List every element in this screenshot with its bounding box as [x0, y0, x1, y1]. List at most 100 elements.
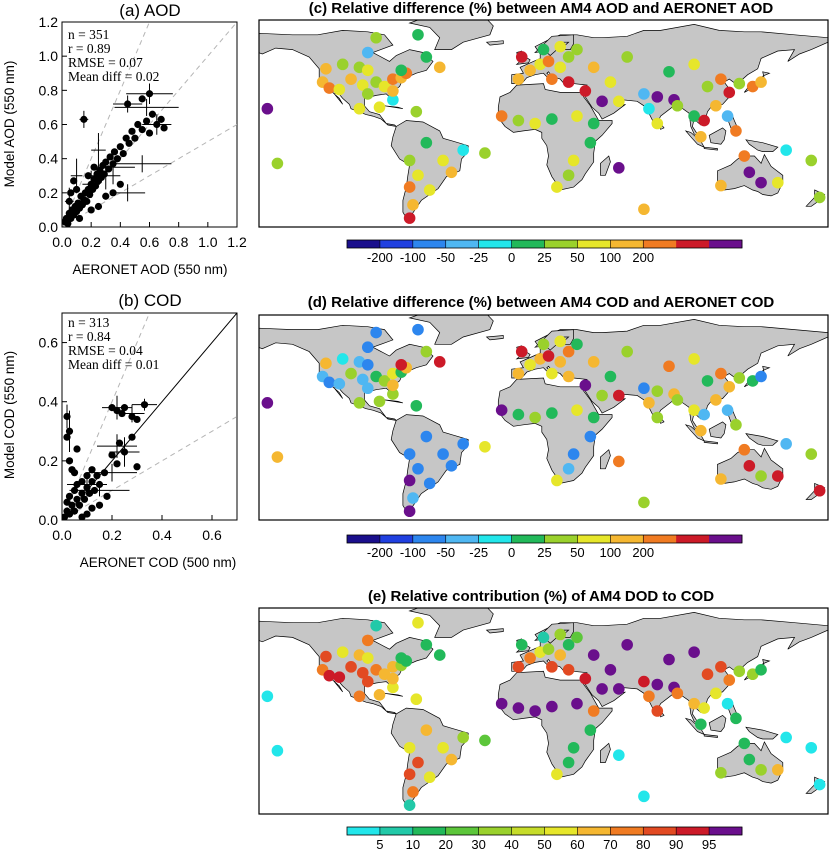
- scatter-point: [65, 457, 74, 465]
- colorbar-label: 95: [702, 837, 716, 850]
- station-marker: [730, 125, 742, 137]
- station-marker: [546, 367, 558, 380]
- station-marker: [373, 395, 386, 408]
- station-marker: [361, 382, 374, 395]
- landmass-africa: [497, 670, 613, 778]
- colorbar-label: 50: [537, 837, 551, 850]
- station-marker: [638, 790, 650, 803]
- landmass-madagascar: [600, 155, 611, 176]
- scatter-point: [65, 492, 74, 500]
- station-marker: [387, 85, 399, 97]
- station-marker: [738, 737, 751, 750]
- y-tick-label: 0.6: [39, 117, 59, 133]
- panel-b-cod-scatter: (b) COD n = 313 r = 0.84 RMSE = 0.04 Mea…: [2, 291, 238, 570]
- station-marker: [805, 154, 818, 167]
- station-marker: [420, 430, 433, 443]
- x-tick-label: 0.6: [140, 234, 160, 250]
- colorbar-swatch: [379, 240, 414, 248]
- y-tick-label: 0.0: [39, 512, 59, 528]
- station-marker: [733, 665, 746, 678]
- scatter-point: [88, 504, 96, 512]
- station-marker: [479, 734, 491, 747]
- station-marker: [688, 58, 700, 71]
- colorbar-swatch: [445, 827, 480, 835]
- colorbar-swatch: [478, 240, 512, 248]
- station-marker: [663, 360, 675, 373]
- map-frame: [258, 19, 829, 228]
- station-marker: [638, 496, 650, 509]
- panel-b-plot-area: [62, 313, 237, 520]
- station-marker: [387, 388, 399, 400]
- y-tick-label: 0.6: [39, 335, 59, 351]
- station-marker: [554, 335, 567, 348]
- panel-c-colorbar: -200 -100 -50 -25 0 25 50 100 200: [346, 239, 743, 265]
- colorbar-label: -50: [436, 250, 455, 265]
- station-marker: [813, 191, 826, 204]
- scatter-point: [70, 177, 78, 185]
- station-marker: [698, 114, 710, 127]
- station-marker: [512, 661, 525, 673]
- scatter-point: [110, 148, 119, 156]
- colorbar-label: -200: [367, 545, 393, 560]
- station-marker: [546, 407, 558, 419]
- station-marker: [755, 764, 767, 776]
- scatter-point: [83, 483, 91, 492]
- station-marker: [320, 650, 332, 663]
- station-marker: [743, 753, 756, 766]
- station-marker: [571, 631, 583, 644]
- station-marker: [554, 628, 567, 641]
- colorbar-label: 60: [570, 837, 584, 850]
- station-marker: [546, 661, 558, 673]
- station-marker: [596, 95, 608, 108]
- station-marker: [562, 51, 575, 63]
- station-marker: [524, 358, 536, 371]
- station-marker: [373, 689, 386, 701]
- station-marker: [333, 378, 346, 390]
- station-marker: [562, 169, 575, 182]
- station-marker: [771, 470, 784, 482]
- station-marker: [584, 136, 597, 149]
- station-marker: [579, 379, 592, 392]
- colorbar-label: 10: [406, 837, 420, 850]
- station-marker: [495, 110, 508, 122]
- scatter-point: [75, 501, 84, 509]
- station-marker: [403, 505, 416, 518]
- panel-a-stat-rmse: RMSE = 0.07: [68, 55, 143, 70]
- scatter-point: [133, 463, 141, 471]
- station-marker: [410, 105, 423, 118]
- station-marker: [554, 356, 567, 368]
- colorbar-swatch: [478, 535, 512, 543]
- station-marker: [738, 150, 751, 162]
- scatter-point: [133, 415, 141, 424]
- scatter-point: [100, 469, 109, 477]
- panel-d-title: (d) Relative difference (%) between AM4 …: [308, 294, 775, 311]
- x-tick-label: 0.0: [52, 527, 72, 543]
- station-marker: [710, 99, 722, 112]
- panel-b-stats: n = 313 r = 0.84 RMSE = 0.04 Mean diff =…: [68, 315, 159, 372]
- station-marker: [723, 380, 736, 393]
- station-marker: [403, 474, 416, 487]
- reference-line-2-1: [62, 313, 151, 520]
- station-marker: [743, 460, 756, 472]
- station-marker: [387, 94, 399, 106]
- station-marker: [420, 345, 433, 358]
- station-marker: [370, 619, 382, 632]
- station-marker: [529, 411, 541, 424]
- scatter-point: [120, 448, 129, 456]
- landmass-new-guinea: [745, 726, 779, 740]
- station-marker: [780, 438, 792, 450]
- x-tick-label: 1.2: [227, 234, 247, 250]
- station-marker: [755, 370, 767, 383]
- station-marker: [395, 652, 408, 664]
- station-marker: [403, 768, 416, 781]
- station-marker: [410, 399, 423, 412]
- station-marker: [715, 179, 727, 192]
- station-marker: [495, 697, 508, 710]
- scatter-point: [145, 90, 154, 98]
- scatter-point: [78, 489, 86, 497]
- station-marker: [671, 687, 684, 700]
- station-marker: [353, 397, 366, 409]
- scatter-point: [115, 439, 124, 447]
- scatter-point: [160, 124, 168, 132]
- station-marker: [643, 397, 655, 409]
